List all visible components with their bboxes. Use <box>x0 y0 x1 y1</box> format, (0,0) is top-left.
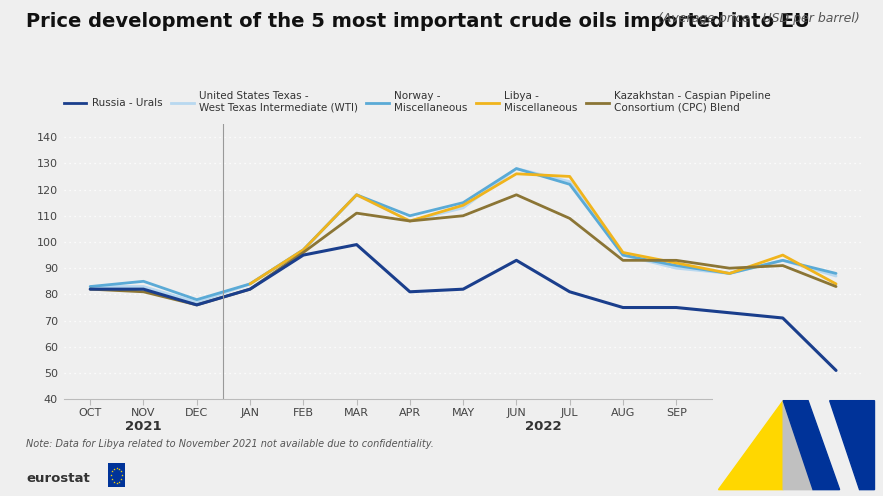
Polygon shape <box>719 401 783 490</box>
Text: 2022: 2022 <box>525 420 562 433</box>
Text: eurostat: eurostat <box>26 472 90 485</box>
Polygon shape <box>783 401 813 490</box>
Text: 2021: 2021 <box>125 420 162 433</box>
Polygon shape <box>783 401 840 490</box>
Polygon shape <box>830 401 874 490</box>
Text: Price development of the 5 most important crude oils imported into EU: Price development of the 5 most importan… <box>26 12 811 31</box>
Text: Note: Data for Libya related to November 2021 not available due to confidentiali: Note: Data for Libya related to November… <box>26 439 434 449</box>
Text: (Average price - USD per barrel): (Average price - USD per barrel) <box>658 12 859 25</box>
Legend: Russia - Urals, United States Texas -
West Texas Intermediate (WTI), Norway -
Mi: Russia - Urals, United States Texas - We… <box>64 91 771 113</box>
